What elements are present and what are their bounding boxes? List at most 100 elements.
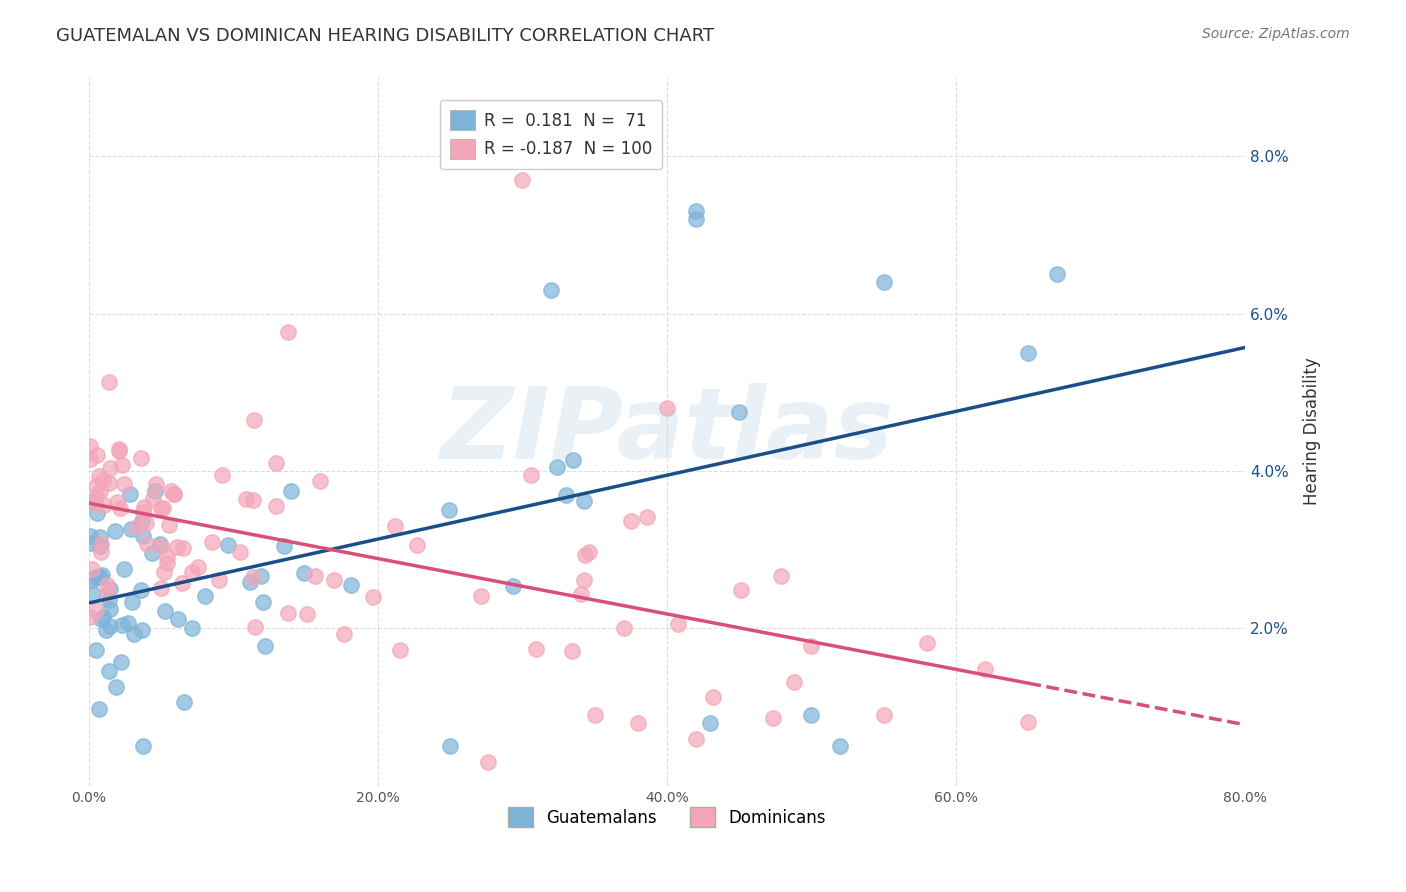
Dominicans: [96, 578, 118, 592]
Guatemalans: [249, 569, 271, 583]
Dominicans: [915, 636, 938, 650]
Guatemalans: [111, 618, 134, 632]
Dominicans: [86, 448, 108, 462]
Guatemalans: [572, 494, 595, 508]
Guatemalans: [254, 639, 277, 653]
Guatemalans: [830, 739, 852, 754]
Guatemalans: [555, 488, 578, 502]
Dominicans: [84, 497, 107, 511]
Guatemalans: [800, 708, 823, 723]
Guatemalans: [98, 582, 121, 597]
Dominicans: [873, 707, 896, 722]
Dominicans: [655, 401, 678, 415]
Guatemalans: [280, 484, 302, 499]
Guatemalans: [439, 739, 461, 754]
Dominicans: [135, 516, 157, 530]
Dominicans: [172, 576, 194, 591]
Guatemalans: [112, 562, 135, 576]
Dominicans: [702, 690, 724, 704]
Guatemalans: [145, 484, 167, 499]
Guatemalans: [89, 540, 111, 554]
Dominicans: [613, 621, 636, 635]
Guatemalans: [131, 514, 153, 528]
Dominicans: [229, 545, 252, 559]
Guatemalans: [1017, 346, 1039, 360]
Guatemalans: [120, 486, 142, 500]
Guatemalans: [80, 494, 103, 508]
Dominicans: [150, 500, 173, 515]
Dominicans: [666, 616, 689, 631]
Dominicans: [97, 476, 120, 491]
Guatemalans: [129, 583, 152, 598]
Dominicans: [277, 325, 299, 339]
Guatemalans: [87, 570, 110, 584]
Dominicans: [389, 643, 412, 657]
Guatemalans: [728, 405, 751, 419]
Dominicans: [235, 491, 257, 506]
Y-axis label: Hearing Disability: Hearing Disability: [1303, 358, 1320, 506]
Dominicans: [112, 477, 135, 491]
Dominicans: [242, 570, 264, 584]
Dominicans: [264, 456, 287, 470]
Dominicans: [132, 505, 155, 519]
Guatemalans: [685, 204, 707, 219]
Dominicans: [560, 643, 582, 657]
Dominicans: [79, 610, 101, 624]
Dominicans: [93, 498, 115, 512]
Guatemalans: [90, 611, 112, 625]
Dominicans: [620, 514, 643, 528]
Dominicans: [162, 486, 184, 500]
Dominicans: [730, 582, 752, 597]
Guatemalans: [166, 612, 188, 626]
Dominicans: [97, 586, 120, 600]
Guatemalans: [91, 610, 114, 624]
Dominicans: [524, 642, 547, 657]
Guatemalans: [104, 680, 127, 694]
Guatemalans: [699, 715, 721, 730]
Guatemalans: [82, 587, 104, 601]
Dominicans: [108, 442, 131, 456]
Dominicans: [512, 173, 534, 187]
Dominicans: [304, 569, 326, 583]
Text: GUATEMALAN VS DOMINICAN HEARING DISABILITY CORRELATION CHART: GUATEMALAN VS DOMINICAN HEARING DISABILI…: [56, 27, 714, 45]
Dominicans: [243, 412, 266, 426]
Dominicans: [208, 573, 231, 587]
Dominicans: [156, 550, 179, 565]
Guatemalans: [181, 621, 204, 635]
Guatemalans: [89, 530, 111, 544]
Dominicans: [264, 499, 287, 513]
Dominicans: [685, 731, 707, 746]
Dominicans: [79, 451, 101, 466]
Dominicans: [105, 495, 128, 509]
Guatemalans: [98, 619, 121, 633]
Dominicans: [477, 755, 499, 769]
Dominicans: [91, 473, 114, 487]
Dominicans: [583, 708, 606, 723]
Guatemalans: [540, 283, 562, 297]
Guatemalans: [80, 535, 103, 549]
Dominicans: [578, 545, 600, 559]
Guatemalans: [194, 589, 217, 603]
Dominicans: [166, 540, 188, 554]
Guatemalans: [121, 595, 143, 609]
Dominicans: [762, 711, 785, 725]
Dominicans: [157, 518, 180, 533]
Guatemalans: [561, 453, 583, 467]
Guatemalans: [173, 695, 195, 709]
Dominicans: [242, 492, 264, 507]
Dominicans: [90, 537, 112, 551]
Dominicans: [129, 450, 152, 465]
Guatemalans: [94, 623, 117, 637]
Guatemalans: [273, 539, 295, 553]
Guatemalans: [132, 739, 155, 754]
Guatemalans: [546, 459, 568, 474]
Dominicans: [90, 544, 112, 558]
Dominicans: [89, 469, 111, 483]
Dominicans: [574, 548, 596, 562]
Dominicans: [111, 458, 134, 472]
Dominicans: [322, 573, 344, 587]
Dominicans: [152, 565, 174, 579]
Guatemalans: [98, 602, 121, 616]
Guatemalans: [685, 212, 707, 227]
Dominicans: [770, 569, 793, 583]
